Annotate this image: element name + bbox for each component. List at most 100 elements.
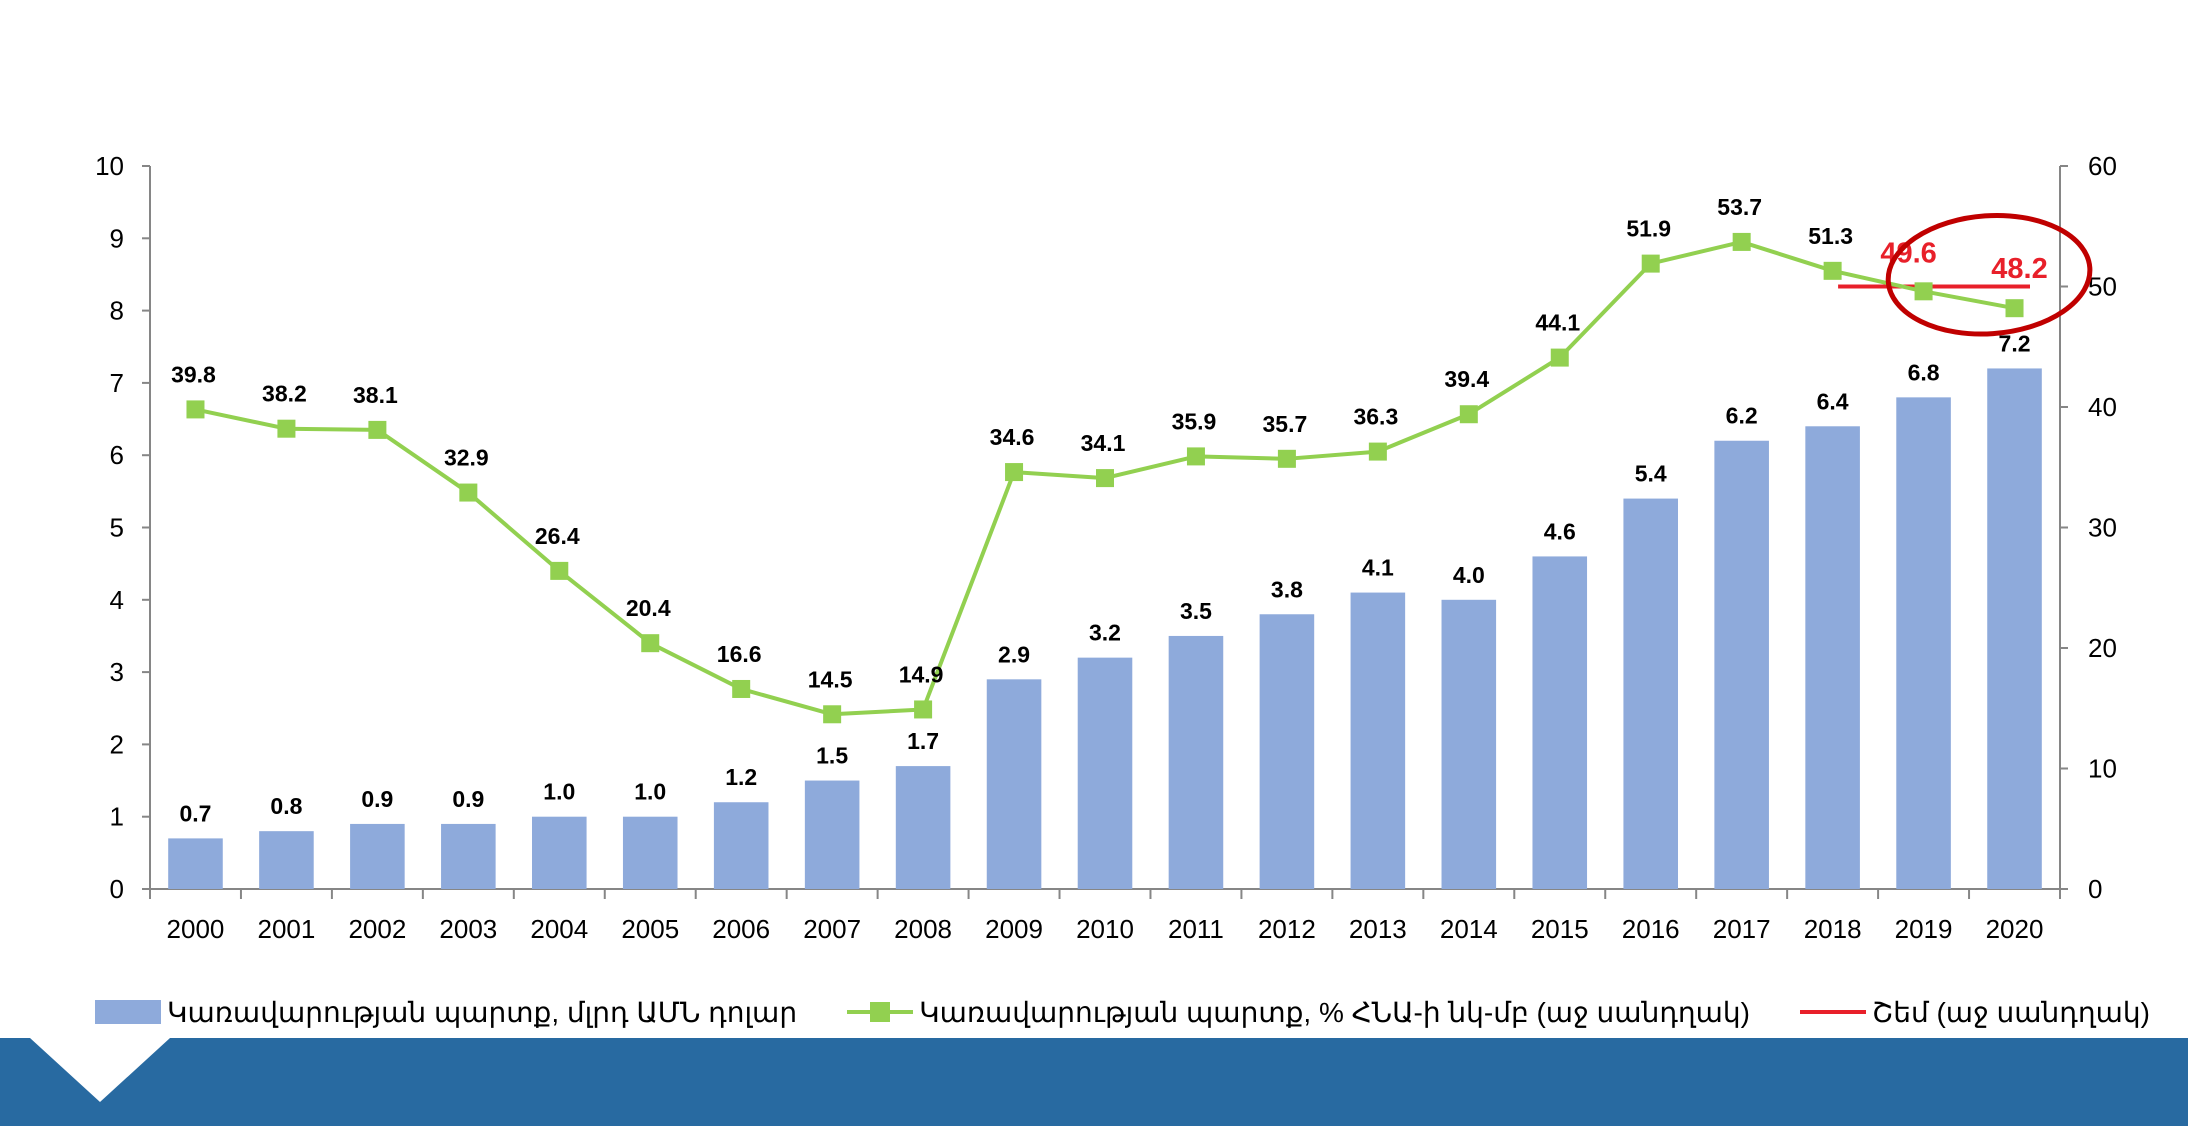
line-marker (1005, 463, 1024, 482)
line-marker (823, 705, 842, 724)
x-tick-label: 2011 (1168, 914, 1224, 944)
line-marker (1277, 449, 1296, 468)
data-labels: 0.7 0.8 0.9 0.9 1.0 1.0 1.2 1.5 1.7 2.9 3.2 3.5 3.8 4… (171, 194, 2048, 826)
bar (804, 780, 860, 889)
bar-value-label: 3.8 (1271, 576, 1303, 602)
x-tick-label: 2013 (1349, 914, 1407, 944)
line-marker (550, 561, 569, 580)
bar-value-label: 0.9 (361, 786, 393, 812)
line-value-label: 32.9 (444, 445, 489, 471)
footer-notch (30, 1038, 170, 1102)
footer-band (0, 1038, 2188, 1126)
line-marker (368, 420, 387, 439)
x-tick-label: 2019 (1895, 914, 1953, 944)
x-tick-label: 2012 (1258, 914, 1316, 944)
bar-value-label: 0.8 (270, 793, 302, 819)
line-value-label: 51.9 (1626, 216, 1671, 242)
bar-value-label: 3.2 (1089, 620, 1121, 646)
line-series (186, 232, 2024, 724)
line-value-label: 51.3 (1808, 223, 1853, 249)
line-marker (1641, 254, 1660, 273)
line-value-label: 39.8 (171, 361, 216, 387)
line-marker (1823, 261, 1842, 280)
highlight-ellipse (1885, 212, 2093, 337)
x-tick-label: 2015 (1531, 914, 1589, 944)
y-right-tick-label: 0 (2088, 874, 2102, 904)
bar (1805, 426, 1860, 889)
line-value-label: 38.2 (262, 381, 307, 407)
bar-value-label: 1.0 (634, 779, 666, 805)
bar (1532, 556, 1588, 889)
bar (168, 838, 223, 889)
bar (895, 766, 951, 889)
bar-value-label: 6.4 (1817, 388, 1849, 414)
line-marker (1914, 282, 1933, 301)
line-marker (1096, 469, 1114, 488)
y-right-tick-label: 50 (2088, 272, 2117, 302)
line-value-label: 34.1 (1081, 430, 1126, 456)
x-tick-label: 2003 (439, 914, 497, 944)
line-value-label: 20.4 (626, 595, 671, 621)
line-value-label: 26.4 (535, 523, 580, 549)
line-marker (641, 634, 660, 653)
legend-label-debt-usd: Կառավարության պարտք, մլրդ ԱՄՆ դոլար (167, 996, 798, 1028)
bar (1168, 635, 1224, 889)
x-tick-label: 2005 (621, 914, 679, 944)
bar-value-label: 0.7 (179, 800, 211, 826)
legend-threshold-swatch (1800, 1010, 1866, 1014)
bar (622, 816, 678, 889)
line-marker (914, 700, 933, 719)
bar-value-label: 1.2 (725, 764, 757, 790)
line-value-label-highlight: 48.2 (1991, 253, 2047, 285)
line-value-label: 44.1 (1535, 310, 1580, 336)
x-tick-label: 2008 (894, 914, 952, 944)
x-tick-label: 2017 (1713, 914, 1771, 944)
line-marker (732, 679, 751, 698)
y-left-tick-label: 9 (110, 223, 124, 253)
line-marker (1368, 442, 1387, 461)
debt-chart: 0 1 2 3 4 5 6 7 8 9 10 0 10 20 30 40 50 60 2000 2001 2002 200… (95, 151, 2117, 944)
y-right-tick-label: 30 (2088, 513, 2117, 543)
x-tick-label: 2007 (803, 914, 861, 944)
y-left-tick-label: 7 (110, 368, 124, 398)
bar-value-label: 6.8 (1908, 359, 1940, 385)
legend-item-debt-gdp: Կառավարության պարտք, % ՀՆԱ-ի նկ-մբ (աջ ս… (847, 996, 1750, 1029)
bar (986, 679, 1042, 889)
line-value-label: 14.5 (808, 666, 853, 692)
bar-value-label: 1.0 (543, 779, 575, 805)
line-marker (1459, 405, 1478, 424)
line-value-label: 14.9 (899, 661, 944, 687)
line-value-label: 34.6 (990, 424, 1035, 450)
bar (1623, 498, 1678, 889)
y-left-tick-label: 8 (110, 296, 124, 326)
y-left-tick-label: 3 (110, 657, 124, 687)
y-left-tick-label: 2 (110, 729, 124, 759)
bar (1441, 599, 1497, 889)
x-tick-label: 2009 (985, 914, 1043, 944)
y-left-tick-label: 5 (110, 513, 124, 543)
x-tick-label: 2016 (1622, 914, 1680, 944)
line-value-label: 36.3 (1353, 404, 1398, 430)
legend-label-debt-gdp: Կառավարության պարտք, % ՀՆԱ-ի նկ-մբ (աջ ս… (919, 996, 1750, 1028)
legend-label-threshold: Շեմ (աջ սանդղակ) (1872, 996, 2150, 1028)
bar (713, 802, 769, 889)
y-right-tick-label: 20 (2088, 633, 2117, 663)
bar-value-label: 3.5 (1180, 598, 1212, 624)
bar (350, 823, 405, 889)
bar-value-label: 5.4 (1635, 461, 1667, 487)
legend-line-swatch (847, 1000, 914, 1024)
legend-item-threshold: Շեմ (աջ սանդղակ) (1800, 996, 2150, 1029)
bar-value-label: 1.7 (907, 728, 939, 754)
bar (1896, 397, 1951, 889)
bar (1714, 440, 1769, 889)
line-value-label: 35.9 (1172, 408, 1217, 434)
bar-value-label: 0.9 (452, 786, 484, 812)
y-right-tick-label: 10 (2088, 754, 2117, 784)
line-value-label: 53.7 (1717, 194, 1762, 220)
bar-value-label: 4.0 (1453, 562, 1485, 588)
bar (259, 831, 314, 889)
y-left-tick-label: 4 (110, 585, 124, 615)
x-tick-label: 2001 (258, 914, 316, 944)
line-marker (1732, 232, 1751, 251)
line-value-label: 39.4 (1444, 366, 1489, 392)
